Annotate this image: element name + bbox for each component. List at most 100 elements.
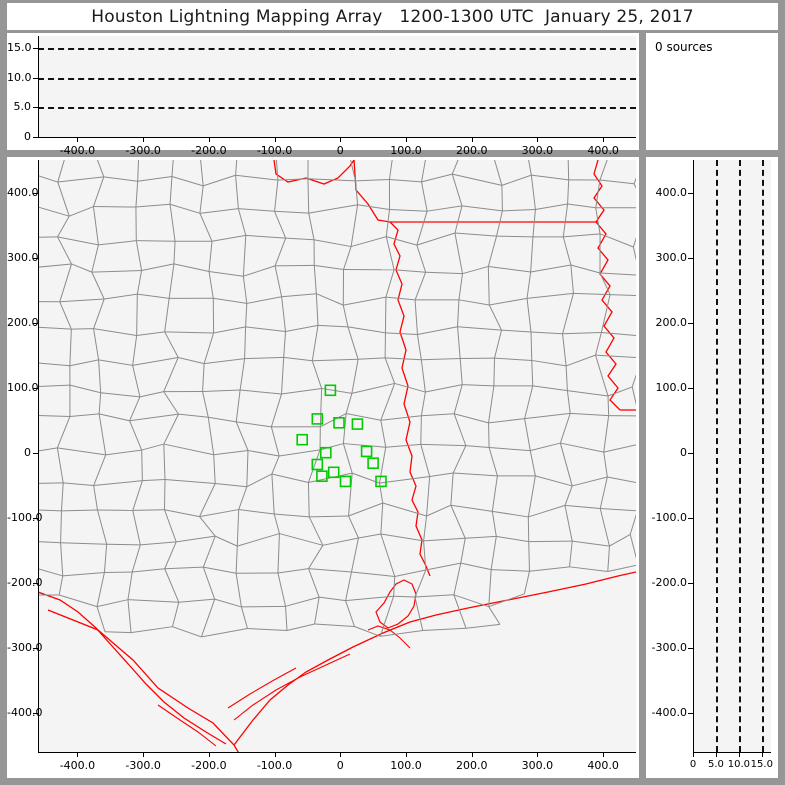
y-tick — [33, 517, 38, 519]
gridline-vertical — [761, 160, 764, 752]
y-tick — [688, 322, 693, 324]
x-tick — [208, 752, 210, 757]
x-tick-label: 0 — [336, 144, 344, 157]
y-tick — [688, 647, 693, 649]
x-tick-label: -100.0 — [256, 759, 293, 772]
station-marker[interactable] — [296, 433, 309, 446]
x-tick-label: -200.0 — [191, 759, 227, 772]
y-tick — [33, 322, 38, 324]
y-tick — [33, 452, 38, 454]
y-axis-line — [693, 160, 694, 752]
x-tick-label: 200.0 — [455, 759, 488, 772]
station-marker[interactable] — [324, 384, 337, 397]
altitude-north-south-plot[interactable] — [693, 160, 771, 752]
y-tick-label: 15.0 — [7, 40, 32, 54]
station-marker[interactable] — [367, 457, 379, 470]
x-tick-label: 5.0 — [707, 759, 724, 770]
map-panel[interactable]: -400.0 -300.0 -200.0 -100.0 0 100.0 200.0 300.0… — [7, 157, 639, 778]
x-tick-label: 200.0 — [455, 144, 488, 157]
x-tick-label: -200.0 — [191, 144, 227, 157]
gridline-vertical — [715, 160, 718, 752]
x-tick — [77, 752, 79, 757]
y-tick — [688, 452, 693, 454]
x-tick-label: -100.0 — [256, 144, 293, 157]
x-tick — [715, 752, 717, 757]
map-plot[interactable] — [38, 160, 636, 752]
x-tick — [406, 752, 407, 757]
x-tick — [208, 137, 210, 142]
x-tick — [143, 752, 145, 757]
x-tick-label: 300.0 — [521, 144, 554, 157]
y-tick-label: 100.0 — [7, 380, 39, 394]
x-tick — [340, 137, 342, 142]
y-tick — [688, 517, 693, 519]
x-tick — [693, 752, 694, 757]
x-tick — [77, 137, 79, 142]
y-tick-label: 300.0 — [7, 250, 39, 264]
y-tick-label: -300.0 — [7, 640, 43, 654]
x-tick — [143, 137, 145, 142]
y-tick — [33, 137, 38, 138]
x-tick-label: 300.0 — [521, 759, 554, 772]
altitude-east-west-panel[interactable]: 0 5.0 10.0 15.0 -400.0 -300.0 -200.0 -100.0 0 100… — [7, 33, 639, 157]
y-tick-label: -300.0 — [651, 640, 687, 654]
x-tick — [340, 752, 342, 757]
y-tick — [33, 582, 38, 584]
y-tick — [688, 387, 693, 389]
y-tick — [688, 257, 693, 259]
source-count-label: 0 sources — [655, 40, 713, 54]
y-tick-label: 0 — [24, 130, 31, 143]
y-tick — [33, 192, 38, 194]
gridline-horizontal — [38, 77, 636, 80]
station-marker[interactable] — [311, 458, 324, 471]
y-tick-label: 200.0 — [655, 315, 688, 329]
station-marker[interactable] — [333, 416, 345, 429]
map-geography — [38, 160, 636, 752]
station-marker[interactable] — [360, 445, 373, 458]
x-tick-label: 0 — [336, 759, 344, 772]
altitude-east-west-plot[interactable] — [38, 36, 636, 137]
y-tick-label: 0 — [24, 445, 31, 459]
station-marker[interactable] — [311, 413, 324, 425]
y-tick-label: -400.0 — [651, 705, 687, 719]
y-tick-label: 10.0 — [7, 70, 32, 84]
x-tick — [603, 137, 605, 142]
x-tick-label: 0 — [689, 759, 697, 770]
y-tick-label: 300.0 — [655, 250, 688, 264]
y-tick-label: 0 — [680, 445, 687, 459]
x-tick-label: 100.0 — [390, 759, 422, 772]
x-tick — [471, 137, 473, 142]
x-axis-line — [38, 752, 636, 753]
x-axis-line — [38, 137, 636, 138]
x-tick — [537, 137, 539, 142]
gridline-horizontal — [38, 107, 636, 110]
y-tick — [33, 712, 38, 714]
station-marker[interactable] — [351, 418, 364, 430]
x-tick-label: -400.0 — [59, 144, 96, 157]
station-marker[interactable] — [319, 446, 332, 459]
y-tick-label: 400.0 — [655, 185, 688, 199]
x-tick-label: 10.0 — [727, 759, 750, 770]
x-tick-label: 400.0 — [587, 759, 619, 772]
x-tick — [471, 752, 473, 757]
y-tick — [688, 192, 693, 194]
y-tick — [688, 582, 693, 584]
x-tick-label: 15.0 — [750, 759, 773, 770]
y-tick-label: 200.0 — [7, 315, 39, 329]
station-marker[interactable] — [327, 466, 340, 479]
x-tick — [274, 752, 276, 757]
y-tick — [33, 77, 38, 79]
y-tick — [33, 47, 38, 49]
station-marker[interactable] — [316, 470, 328, 483]
y-tick-label: -100.0 — [7, 510, 43, 524]
x-axis-line — [693, 752, 771, 753]
y-tick-label: -400.0 — [7, 705, 43, 719]
x-tick — [406, 137, 407, 142]
y-tick-label: -100.0 — [651, 510, 687, 524]
station-marker-layer[interactable] — [38, 160, 636, 752]
page-title: Houston Lightning Mapping Array 1200-130… — [91, 6, 694, 27]
x-tick — [761, 752, 763, 757]
station-marker[interactable] — [375, 475, 387, 488]
station-marker[interactable] — [339, 475, 352, 488]
altitude-north-south-panel[interactable]: -400.0 -300.0 -200.0 -100.0 0 100.0 200.0 300.0… — [646, 157, 778, 778]
